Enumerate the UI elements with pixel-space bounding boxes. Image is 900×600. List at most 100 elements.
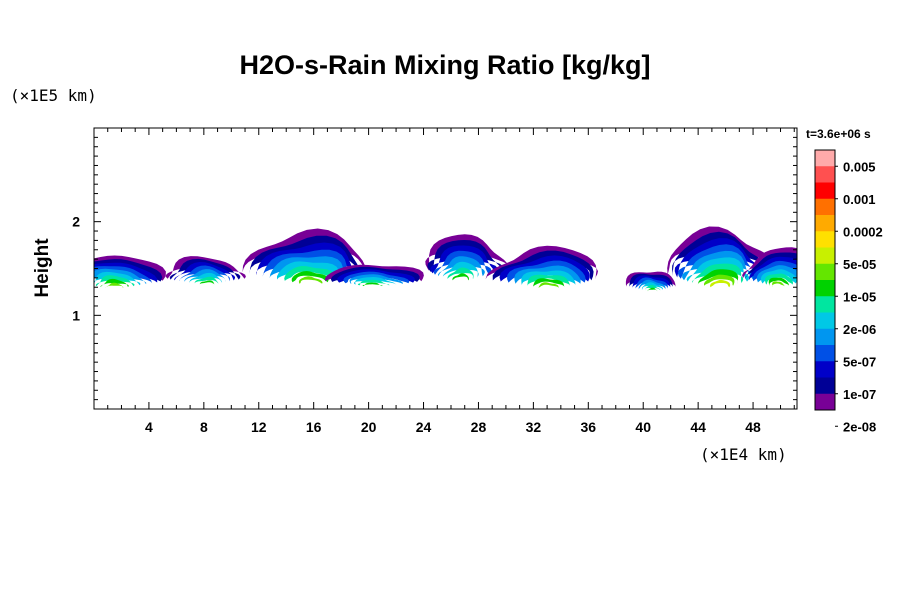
contour-level-6 — [194, 276, 219, 284]
colorbar-swatch — [815, 393, 835, 411]
y-axis-label: Height — [32, 238, 53, 298]
x-tick-label: 16 — [306, 419, 322, 435]
colorbar: 0.005 0.001 0.0002 5e-05 1e-05 2e-06 5e-07 1e-0… — [814, 149, 883, 434]
colorbar-swatch — [815, 263, 835, 281]
chart-title: H2O-s-Rain Mixing Ratio [kg/kg] — [239, 50, 650, 80]
contour-level-4 — [269, 256, 343, 278]
contour-level-7 — [768, 277, 789, 286]
contour-level-9 — [710, 279, 731, 288]
colorbar-swatch — [815, 198, 835, 216]
y-tick-label: 2 — [72, 214, 80, 230]
contour-level-5 — [94, 271, 141, 286]
contour-level-1 — [330, 266, 420, 282]
contour-level-6 — [692, 263, 744, 283]
colorbar-label: 1e-05 — [843, 289, 876, 304]
contour-level-1 — [427, 240, 505, 272]
contour-level-2 — [499, 255, 590, 282]
y-axis-unit: (×1E5 km) — [10, 86, 97, 105]
contour-level-4 — [756, 265, 797, 283]
contour-level-7 — [291, 271, 329, 283]
x-tick-label: 4 — [145, 419, 153, 435]
y-tick-label: 1 — [72, 307, 80, 323]
contour-level-2 — [337, 269, 415, 283]
x-tick-label: 24 — [416, 419, 432, 435]
y-axis-ticks: 12 — [72, 136, 797, 401]
x-tick-label: 40 — [635, 419, 651, 435]
colorbar-swatch — [815, 328, 835, 346]
contour-level-7 — [533, 278, 565, 288]
time-label: t=3.6e+06 s — [806, 127, 871, 141]
rain-cell — [242, 228, 367, 284]
colorbar-swatch — [815, 296, 835, 313]
contour-level-6 — [284, 266, 335, 281]
contour-level-7 — [452, 273, 469, 281]
rain-cell — [165, 256, 246, 285]
plot-area — [94, 226, 797, 292]
contour-level-7 — [199, 280, 215, 285]
contour-level-8 — [772, 281, 785, 287]
rain-cell — [742, 247, 797, 287]
colorbar-label: 0.005 — [843, 159, 876, 174]
colorbar-label: 5e-05 — [843, 257, 876, 272]
x-tick-label: 48 — [745, 419, 761, 435]
colorbar-swatch — [815, 215, 835, 232]
contour-level-8 — [298, 276, 323, 284]
colorbar-swatch — [815, 345, 835, 362]
colorbar-label: 0.001 — [843, 192, 876, 207]
colorbar-label: 2e-06 — [843, 322, 876, 337]
rain-cell — [325, 264, 424, 287]
contour-level-8 — [538, 282, 559, 289]
contour-level-3 — [635, 277, 668, 289]
contour-level-8 — [704, 274, 735, 286]
contour-level-3 — [507, 260, 586, 283]
colorbar-swatch — [815, 166, 835, 183]
contour-level-5 — [760, 269, 797, 284]
x-tick-label: 44 — [690, 419, 706, 435]
contour-level-7 — [647, 287, 658, 292]
x-tick-label: 36 — [581, 419, 597, 435]
x-axis-unit: (×1E4 km) — [700, 445, 787, 464]
contour-level-2 — [632, 275, 671, 288]
x-tick-label: 8 — [200, 419, 208, 435]
x-axis-ticks: 4 8 12 16 20 24 28 32 36 40 44 48 — [107, 128, 795, 435]
contour-level-3 — [343, 271, 410, 284]
x-tick-label: 32 — [526, 419, 542, 435]
x-tick-label: 28 — [471, 419, 487, 435]
contour-level-7 — [362, 282, 383, 287]
contour-level-5 — [277, 261, 339, 280]
rain-cell — [94, 255, 166, 289]
contour-level-6 — [765, 273, 793, 285]
x-tick-label: 12 — [251, 419, 267, 435]
contour-level-5 — [686, 257, 750, 282]
colorbar-label: 5e-07 — [843, 354, 876, 369]
colorbar-label: 1e-07 — [843, 387, 876, 402]
contour-level-6 — [527, 274, 570, 286]
contour-level-8 — [105, 282, 124, 289]
contour-level-4 — [349, 274, 403, 284]
rain-cell — [625, 271, 676, 292]
colorbar-swatch — [815, 150, 835, 167]
contour-level-0 — [325, 264, 424, 282]
contour-level-4 — [514, 265, 581, 284]
contour-level-5 — [521, 270, 576, 285]
rain-cell — [667, 226, 778, 288]
colorbar-swatch — [815, 280, 835, 297]
x-tick-label: 20 — [361, 419, 377, 435]
contour-level-7 — [697, 269, 739, 285]
contour-level-6 — [447, 267, 474, 279]
contour-level-3 — [262, 249, 349, 277]
colorbar-swatch — [815, 182, 835, 200]
rain-cell — [425, 234, 512, 281]
colorbar-swatch — [815, 361, 835, 378]
contour-level-6 — [357, 279, 390, 286]
colorbar-swatch — [815, 231, 835, 248]
colorbar-swatch — [815, 247, 835, 265]
colorbar-frame — [814, 149, 836, 411]
contour-level-2 — [430, 245, 498, 274]
rain-cell — [485, 245, 598, 289]
colorbar-label: 2e-08 — [843, 419, 876, 434]
colorbar-label: 0.0002 — [843, 224, 883, 239]
colorbar-swatch — [815, 312, 835, 330]
colorbar-swatch — [815, 377, 835, 395]
